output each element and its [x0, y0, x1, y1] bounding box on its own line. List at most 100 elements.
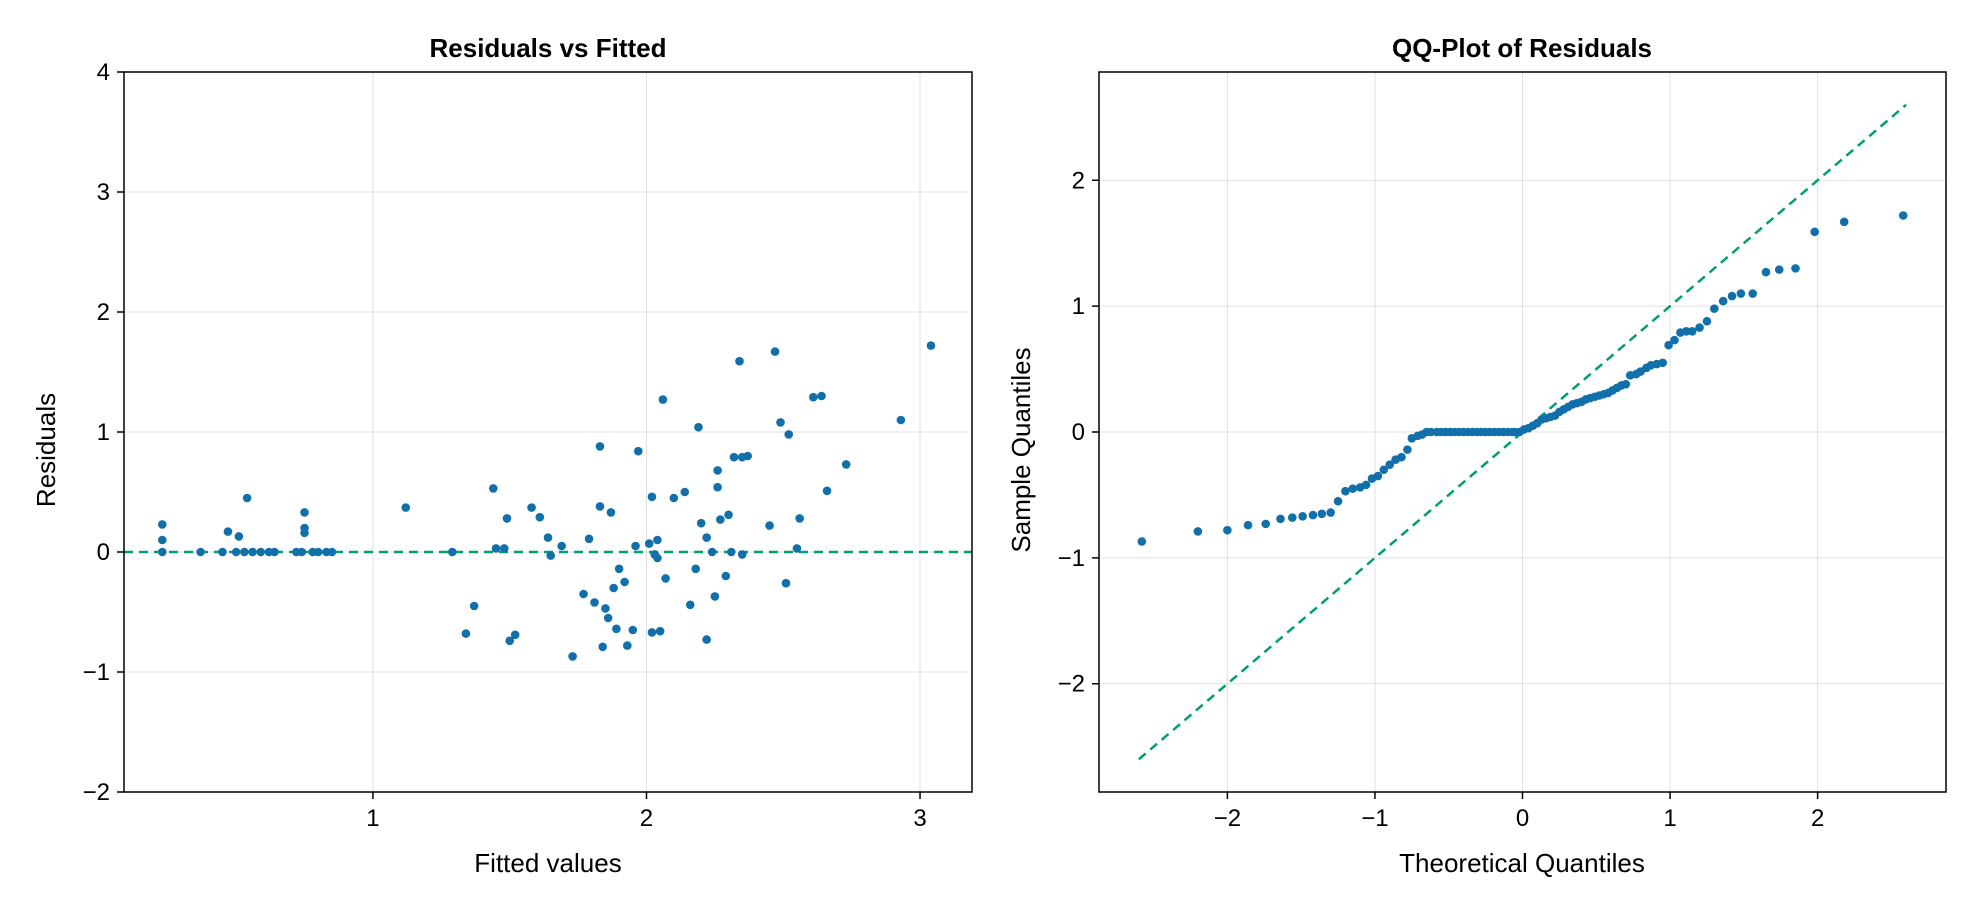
data-point — [1298, 512, 1307, 521]
y-tick-label: 1 — [1072, 293, 1085, 320]
data-point — [653, 553, 662, 563]
data-point — [469, 601, 479, 611]
data-point — [598, 642, 608, 652]
data-point — [584, 534, 594, 544]
data-point — [713, 482, 722, 492]
data-point — [1791, 264, 1800, 273]
data-point — [1223, 525, 1232, 535]
data-point — [1748, 289, 1757, 298]
data-point — [231, 547, 241, 557]
data-point — [1348, 484, 1358, 493]
data-point — [721, 571, 731, 581]
data-point — [776, 418, 785, 427]
data-point — [1193, 527, 1203, 536]
x-tick-label: 0 — [1516, 805, 1529, 832]
data-point — [609, 583, 618, 593]
data-point — [546, 551, 556, 560]
data-point — [737, 550, 747, 559]
data-point — [770, 347, 780, 356]
data-point — [647, 628, 657, 637]
x-axis-label: Fitted values — [474, 848, 621, 878]
data-point — [401, 503, 411, 512]
data-point — [1373, 471, 1383, 481]
data-point — [822, 486, 832, 496]
data-point — [1687, 327, 1697, 336]
data-point — [297, 547, 307, 557]
data-point — [535, 512, 545, 522]
data-point — [620, 577, 629, 587]
data-point — [606, 508, 616, 517]
residuals-vs-fitted-panel: Residuals vs Fitted Fitted values Residu… — [31, 33, 973, 878]
data-point — [313, 547, 323, 557]
x-tick-label: 2 — [1811, 805, 1824, 832]
data-point — [579, 589, 588, 599]
data-point — [724, 510, 733, 520]
data-point — [510, 630, 520, 640]
data-point — [196, 547, 205, 557]
data-point — [655, 626, 665, 636]
data-point — [1276, 514, 1285, 524]
data-point — [644, 539, 654, 548]
data-point — [1710, 304, 1719, 313]
data-point — [713, 466, 722, 475]
data-point — [270, 547, 279, 557]
x-tick-label: −1 — [1361, 805, 1388, 832]
y-axis-label: Residuals — [31, 393, 61, 507]
chart-title: Residuals vs Fitted — [430, 33, 667, 63]
data-point — [694, 422, 703, 432]
data-point — [240, 547, 249, 557]
data-point — [1317, 509, 1327, 519]
data-point — [157, 547, 167, 557]
data-point — [505, 636, 515, 646]
data-point — [461, 629, 471, 638]
data-point — [809, 392, 818, 402]
data-point — [1839, 217, 1849, 227]
data-point — [702, 635, 711, 644]
x-tick-label: 1 — [1663, 805, 1676, 832]
data-point — [223, 527, 233, 536]
data-point — [743, 451, 752, 461]
data-point — [691, 564, 701, 574]
data-point — [729, 452, 739, 462]
x-tick-label: 3 — [913, 805, 926, 832]
data-point — [1670, 335, 1679, 345]
data-point — [685, 600, 695, 610]
data-point — [926, 341, 936, 350]
data-point — [716, 515, 725, 524]
data-point — [765, 521, 774, 530]
y-tick-label: 4 — [97, 59, 110, 86]
data-point — [488, 484, 498, 493]
data-point — [631, 541, 640, 551]
data-point — [1810, 227, 1819, 237]
data-point — [696, 518, 706, 528]
data-point — [1326, 508, 1335, 517]
data-point — [1288, 513, 1297, 522]
data-point — [1397, 452, 1406, 462]
data-point — [710, 592, 720, 601]
y-tick-label: 2 — [97, 299, 110, 326]
data-point — [1695, 323, 1704, 332]
y-tick-label: −1 — [83, 659, 110, 686]
data-point — [603, 613, 613, 623]
reference-line — [1138, 103, 1907, 761]
data-point — [300, 528, 309, 538]
data-point — [680, 487, 690, 497]
data-point — [1736, 289, 1746, 298]
data-point — [327, 547, 337, 557]
data-point — [896, 415, 906, 425]
data-point — [447, 547, 457, 557]
y-tick-label: 3 — [97, 179, 110, 206]
y-axis-label: Sample Quantiles — [1006, 347, 1036, 552]
data-point — [614, 564, 624, 574]
data-point — [595, 502, 605, 511]
data-point — [1727, 291, 1737, 301]
data-point — [1137, 537, 1147, 546]
data-point — [781, 578, 791, 588]
qq-plot-panel: QQ-Plot of Residuals Theoretical Quantil… — [1006, 33, 1947, 878]
x-axis-label: Theoretical Quantiles — [1399, 848, 1645, 878]
y-tick-label: 0 — [97, 539, 110, 566]
data-point — [817, 391, 826, 401]
data-point — [1361, 480, 1371, 490]
data-point — [1426, 427, 1436, 437]
data-point — [1403, 445, 1412, 454]
